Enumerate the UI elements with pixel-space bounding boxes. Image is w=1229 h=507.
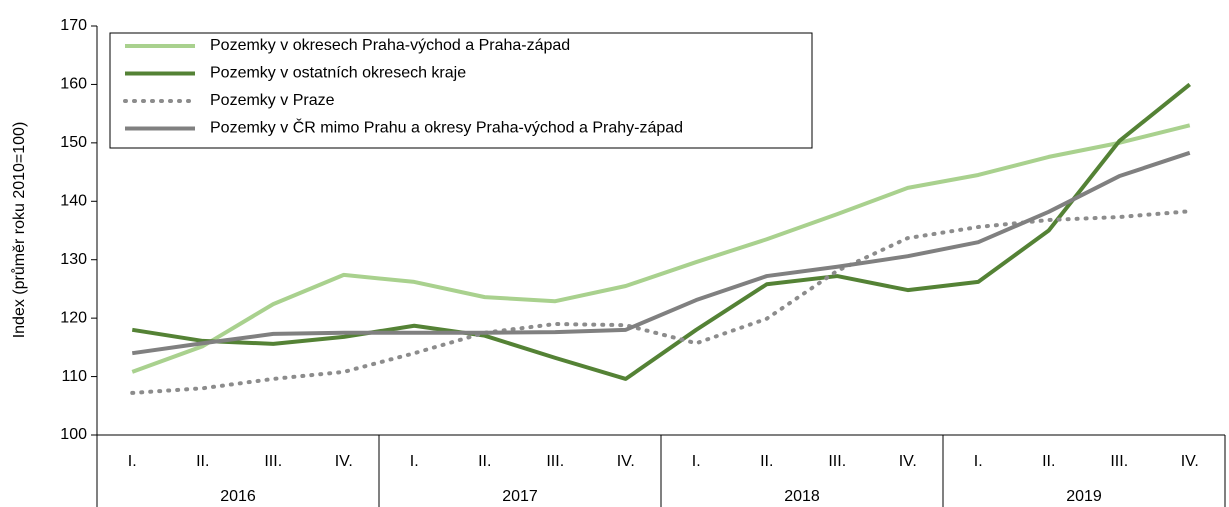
y-axis-label: Index (průměr roku 2010=100)	[10, 122, 28, 339]
line-series	[131, 82, 1192, 381]
y-tick-label: 150	[60, 134, 87, 151]
group-label: 2017	[502, 488, 538, 505]
y-tick-label: 110	[61, 368, 87, 385]
line-series	[131, 123, 1191, 374]
y-tick-label: 160	[60, 76, 87, 93]
x-tick-label: I.	[692, 453, 701, 470]
x-tick-label: III.	[264, 453, 282, 470]
group-label: 2016	[220, 488, 256, 505]
x-tick-label: II.	[196, 453, 209, 470]
x-tick-label: III.	[828, 453, 846, 470]
x-tick-label: IV.	[1181, 453, 1199, 470]
line-series	[131, 150, 1191, 356]
y-tick-label: 130	[60, 251, 87, 268]
x-tick-label: II.	[760, 453, 773, 470]
x-tick-label: II.	[478, 453, 491, 470]
x-tick-label: I.	[974, 453, 983, 470]
legend-label: Pozemky v okresech Praha-východ a Praha-…	[210, 37, 570, 54]
x-tick-label: I.	[128, 453, 137, 470]
legend-label: Pozemky v ČR mimo Prahu a okresy Praha-v…	[210, 118, 683, 137]
group-label: 2018	[784, 488, 820, 505]
legend-label: Pozemky v Praze	[210, 92, 335, 109]
y-tick-label: 170	[60, 17, 87, 34]
x-tick-label: II.	[1042, 453, 1055, 470]
y-tick-label: 120	[60, 309, 87, 326]
group-label: 2019	[1066, 488, 1102, 505]
y-tick-label: 140	[60, 193, 87, 210]
x-tick-label: IV.	[899, 453, 917, 470]
y-tick-label: 100	[60, 426, 87, 443]
x-tick-label: III.	[1110, 453, 1128, 470]
x-tick-label: I.	[410, 453, 419, 470]
legend-box	[109, 32, 813, 149]
x-tick-label: IV.	[617, 453, 635, 470]
x-tick-label: IV.	[335, 453, 353, 470]
x-tick-label: III.	[546, 453, 564, 470]
legend-label: Pozemky v ostatních okresech kraje	[210, 65, 466, 82]
line-series	[130, 209, 1192, 395]
